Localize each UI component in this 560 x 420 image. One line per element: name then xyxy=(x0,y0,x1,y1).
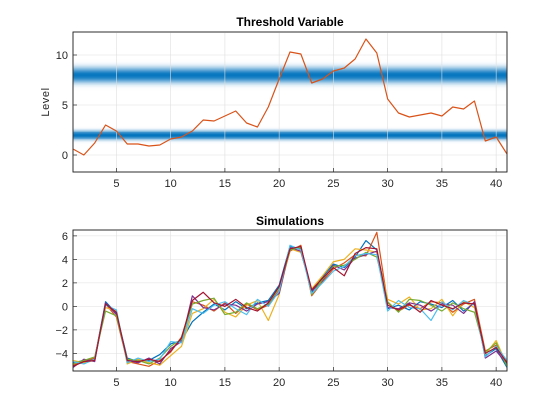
threshold-band-strip xyxy=(73,141,507,142)
y-tick-label: 0 xyxy=(62,150,68,162)
threshold-series xyxy=(73,38,507,156)
threshold-band-strip xyxy=(73,133,507,135)
x-tick-label: 30 xyxy=(382,377,394,389)
x-tick-label: 5 xyxy=(113,178,119,190)
threshold-band-strip xyxy=(73,130,507,132)
threshold-band-strip xyxy=(73,130,507,132)
y-tick-label: 4 xyxy=(62,254,68,266)
y-tick-label: −2 xyxy=(55,325,68,337)
x-tick-label: 10 xyxy=(165,178,177,190)
threshold-band-strip xyxy=(73,80,507,82)
threshold-band-strip xyxy=(73,66,507,68)
threshold-ticks: 5 10 15 20 25 30 35 40 0 5 10 xyxy=(56,50,503,190)
threshold-ylabel: Level xyxy=(40,87,52,116)
threshold-band-strip xyxy=(73,78,507,80)
threshold-band-strip xyxy=(73,138,507,139)
simulations-series xyxy=(73,231,507,368)
x-tick-label: 5 xyxy=(113,377,119,389)
threshold-band-strip xyxy=(73,137,507,139)
simulations-axes-frame xyxy=(72,229,508,372)
threshold-band-strip xyxy=(73,136,507,138)
simulation-series-line xyxy=(73,245,507,367)
threshold-band-strip xyxy=(73,71,507,74)
simulations-grid xyxy=(73,230,507,371)
x-tick-label: 15 xyxy=(219,178,231,190)
threshold-band-strip xyxy=(73,84,507,87)
threshold-bands xyxy=(73,63,507,142)
threshold-band-strip xyxy=(73,134,507,136)
threshold-band-strip xyxy=(73,136,507,138)
x-tick-label: 30 xyxy=(382,178,394,190)
threshold-band-strip xyxy=(73,85,507,88)
threshold-band-strip xyxy=(73,131,507,133)
threshold-band-strip xyxy=(73,70,507,73)
threshold-band-strip xyxy=(73,73,507,76)
x-tick-label: 35 xyxy=(436,377,448,389)
threshold-band-strip xyxy=(73,79,507,81)
x-tick-label: 40 xyxy=(490,178,502,190)
simulations-plot-area xyxy=(72,229,508,372)
simulations-axes: 5 10 15 20 25 30 35 40 −4 −2 0 2 4 6 Simulations xyxy=(55,214,508,389)
threshold-band-strip xyxy=(73,139,507,141)
threshold-band-strip xyxy=(73,72,507,75)
threshold-title: Threshold Variable xyxy=(236,15,344,29)
threshold-band-strip xyxy=(73,133,507,135)
threshold-variable-axes: 5 10 15 20 25 30 35 40 0 5 10 Threshold Variable L… xyxy=(40,15,508,190)
threshold-axes-frame xyxy=(72,31,508,173)
threshold-plot-area xyxy=(72,31,508,173)
x-tick-label: 35 xyxy=(436,178,448,190)
threshold-band-strip xyxy=(73,81,507,83)
threshold-band-strip xyxy=(73,132,507,134)
threshold-band-strip xyxy=(73,67,507,69)
threshold-series-line xyxy=(73,38,507,156)
threshold-band-strip xyxy=(73,138,507,140)
threshold-band-strip xyxy=(73,129,507,130)
y-tick-label: 2 xyxy=(62,278,68,290)
x-tick-label: 40 xyxy=(490,377,502,389)
x-tick-label: 25 xyxy=(327,377,339,389)
threshold-band-strip xyxy=(73,135,507,136)
threshold-grid xyxy=(73,32,507,172)
threshold-band-strip xyxy=(73,64,507,66)
y-tick-label: 6 xyxy=(62,231,68,243)
threshold-band-strip xyxy=(73,139,507,141)
x-tick-label: 10 xyxy=(165,377,177,389)
simulations-ticks: 5 10 15 20 25 30 35 40 −4 −2 0 2 4 6 xyxy=(55,231,502,389)
threshold-band-strip xyxy=(73,82,507,84)
threshold-band-strip xyxy=(73,135,507,137)
y-tick-label: −4 xyxy=(55,348,68,360)
threshold-band-strip xyxy=(73,68,507,71)
y-tick-label: 0 xyxy=(62,301,68,313)
y-tick-label: 5 xyxy=(62,100,68,112)
simulations-title: Simulations xyxy=(256,214,324,228)
threshold-band-strip xyxy=(73,65,507,67)
threshold-band-strip xyxy=(73,75,507,77)
threshold-band-strip xyxy=(73,83,507,85)
threshold-band-strip xyxy=(73,69,507,72)
threshold-band-strip xyxy=(73,77,507,79)
threshold-band-strip xyxy=(73,76,507,78)
threshold-band-strip xyxy=(73,129,507,131)
threshold-band-strip xyxy=(73,140,507,142)
threshold-band xyxy=(73,128,507,142)
x-tick-label: 15 xyxy=(219,377,231,389)
x-tick-label: 20 xyxy=(273,178,285,190)
threshold-band-strip xyxy=(73,132,507,133)
x-tick-label: 25 xyxy=(327,178,339,190)
threshold-band-strip xyxy=(73,63,507,65)
threshold-band-strip xyxy=(73,128,507,130)
y-tick-label: 10 xyxy=(56,50,68,62)
x-tick-label: 20 xyxy=(273,377,285,389)
threshold-band xyxy=(73,63,507,88)
